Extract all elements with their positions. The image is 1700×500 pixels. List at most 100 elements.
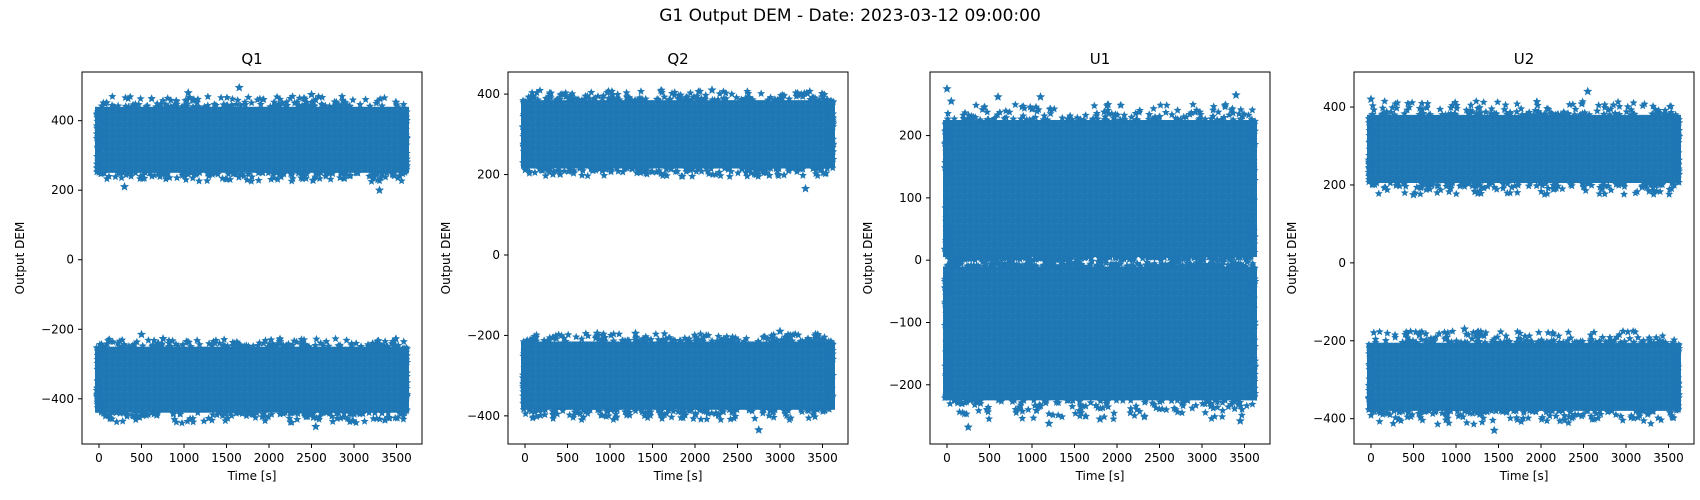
scatter-point [117,173,126,182]
scatter-point [1515,329,1524,337]
scatter-point [1520,337,1529,346]
y-tick-label: 200 [51,183,74,197]
scatter-point [1250,239,1259,248]
scatter-point [108,92,117,100]
y-tick-label: 200 [899,129,922,143]
scatter-point [824,375,833,383]
scatter-point [356,409,364,418]
scatter-outlier [592,328,602,338]
scatter-point [763,334,772,343]
scatter-point [523,361,531,369]
scatter-point [1445,187,1453,196]
scatter-point [1587,181,1596,189]
scatter-point [194,102,203,111]
scatter-point [322,337,331,345]
scatter-point [530,168,539,176]
scatter-point [1500,338,1509,346]
scatter-point [523,105,531,113]
scatter-point [244,342,253,350]
scatter-point [785,94,794,103]
scatter-point [824,400,833,408]
x-axis-label: Time [s] [1499,469,1549,483]
scatter-point [1250,393,1258,402]
scatter-point [1126,396,1135,404]
scatter-point [1463,338,1472,347]
scatter-point [352,339,361,347]
scatter-point [667,412,676,421]
scatter-point [944,389,953,397]
scatter-point [1130,411,1139,420]
scatter-outlier [707,85,717,94]
scatter-point [525,169,534,177]
scatter-point [97,116,105,124]
scatter-point [564,167,573,176]
scatter-point [945,143,954,151]
scatter-point [553,95,562,103]
scatter-point [290,98,299,107]
scatter-point [1428,180,1437,188]
scatter-point [944,195,953,203]
scatter-point [758,405,767,414]
x-tick-label: 1500 [1059,451,1090,465]
scatter-point [601,333,610,341]
scatter-point [1248,360,1257,369]
scatter-point [1468,334,1477,343]
scatter-point [1496,327,1505,336]
scatter-point [1671,396,1680,404]
scatter-point [96,364,104,372]
scatter-point [1210,412,1219,421]
scatter-point [178,102,187,111]
scatter-point [1446,109,1455,117]
scatter-point [1107,259,1115,268]
scatter-point [708,336,717,345]
scatter-point [941,131,950,139]
x-tick-label: 2500 [1144,451,1175,465]
scatter-point [94,132,102,140]
scatter-point [215,408,224,417]
scatter-point [122,170,131,179]
scatter-point [1040,111,1049,120]
scatter-point [181,175,190,184]
scatter-point [1247,158,1255,166]
scatter-point [766,93,775,101]
scatter-point [1039,115,1048,124]
scatter-point [1368,178,1377,186]
scatter-outlier [1095,414,1105,423]
scatter-point [1383,409,1392,418]
scatter-point [1475,410,1484,419]
scatter-point [370,408,379,417]
scatter-point [1428,409,1437,418]
scatter-point [1039,262,1048,270]
scatter-point [949,257,957,265]
scatter-point [645,405,654,414]
scatter-point [1675,155,1684,164]
scatter-point [1593,106,1602,115]
scatter-point [1367,411,1376,419]
scatter-point [288,174,297,183]
scatter-point [1643,410,1652,418]
scatter-point [315,174,324,183]
scatter-point [1483,182,1492,190]
scatter-point [1611,410,1620,419]
scatter-point [398,140,407,148]
scatter-point [1194,254,1202,262]
scatter-point [1009,114,1018,123]
scatter-point [373,175,382,184]
scatter-point [1553,110,1562,118]
scatter-point [1490,334,1499,343]
scatter-point [1645,335,1654,344]
axes-frame [1353,71,1695,445]
scatter-point [757,89,766,98]
scatter-point [1155,397,1164,406]
scatter-point [136,94,145,103]
scatter-point [1616,412,1625,420]
scatter-point [377,168,386,177]
scatter-point [950,114,959,123]
scatter-point [962,261,971,270]
scatter-point [1675,340,1683,348]
scatter-point [1674,144,1682,152]
scatter-point [92,164,101,172]
scatter-point [1487,406,1496,415]
scatter-point [1171,114,1180,122]
scatter-point [545,88,554,97]
